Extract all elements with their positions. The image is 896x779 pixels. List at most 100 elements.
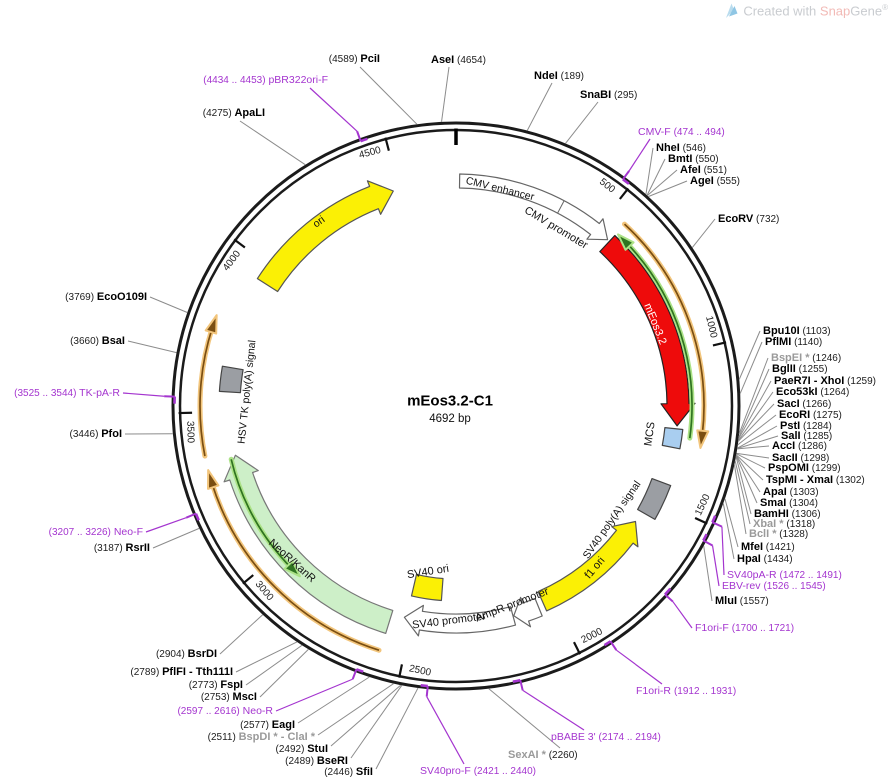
site-sfii: (2446) SfiI [324,766,373,778]
site-leader-line [733,464,747,535]
primer-hook [194,513,200,521]
site-eco53ki: Eco53kI (1264) [776,386,850,398]
site-hpai: HpaI (1434) [737,553,793,565]
site-leader-line [737,414,777,446]
site-smai: SmaI (1304) [760,497,818,509]
site-fspi: (2773) FspI [188,679,243,691]
site-leader-line [149,296,188,313]
primer-hook-stub [702,539,713,547]
primer-hook-stub [711,521,723,528]
plasmid-backbone-outer [171,121,741,691]
feature-band-ori [256,180,394,293]
site-snabi: SnaBI (295) [580,89,638,101]
primer-leader-line [309,87,358,132]
site-leader-line [350,685,403,759]
site-pfoi: (3446) PfoI [69,428,122,440]
tick-mark-4000 [233,238,246,249]
site-leader-line [245,644,303,686]
site-apai: ApaI (1303) [763,486,819,498]
site-leader-line [565,101,599,144]
primer-hook-stub [351,668,358,680]
primer-ebv-rev: EBV-rev (1526 .. 1545) [722,580,826,592]
site-leader-line [735,454,764,481]
primer-leader-line [275,678,353,712]
site-leader-line [737,391,774,441]
site-leader-line [219,614,263,655]
primer-neo-f: (3207 .. 3226) Neo-F [48,526,143,538]
feature-band-f1ori [537,520,639,612]
primer-leader-line [615,649,663,685]
site-leader-line [724,498,739,548]
site-leader-line [359,66,418,125]
site-bseri: (2489) BseRI [285,755,348,767]
feature-band-amprpro [513,596,543,628]
orf-arrowhead [696,429,710,449]
tick-label-3500: 3500 [184,420,196,444]
site-leader-line [735,455,758,504]
site-leader-line [646,158,666,196]
site-leader-line [239,120,306,166]
site-afei: AfeI (551) [680,164,727,176]
plasmid-size: 4692 bp [429,413,471,425]
feature-band-sv40pa [637,478,672,520]
feature-band-cmv [458,173,609,241]
watermark-text: Created with SnapGene® [743,3,888,19]
site-apali: (4275) ApaLI [202,107,265,119]
site-ecori: EcoRI (1275) [779,409,842,421]
site-saci: SacI (1266) [777,398,832,410]
primer-leader-line [628,138,651,172]
primer-hook-stub [356,130,362,142]
site-ecoo109i: (3769) EcoO109I [65,291,147,303]
primer-f1ori-r: F1ori-R (1912 .. 1931) [636,685,737,697]
site-rsrii: (3187) RsrII [93,542,150,554]
site-leader-line [734,460,751,525]
site-msci: (2753) MscI [200,691,257,703]
site-leader-line [739,341,763,394]
site-leader-line [735,455,761,493]
site-stui: (2492) StuI [275,743,328,755]
snapgene-logo-icon [726,3,738,18]
site-bamhi: BamHI (1306) [754,508,821,520]
feature-band-sv40ori [410,573,444,602]
site-ecorv: EcoRV (732) [718,213,780,225]
site-leader-line [259,648,309,698]
tick-mark-500 [618,187,630,200]
site-psti: PstI (1284) [780,420,832,432]
site-mfei: MfeI (1421) [741,541,795,553]
orf-arc [211,483,380,652]
site-pcii: (4589) PciI [328,53,380,65]
site-leader-line [737,435,779,449]
primer-sv40pa-r: SV40pA-R (1472 .. 1491) [727,569,842,581]
site-asei: AseI (4654) [431,54,486,66]
site-paer7i-xhoi: PaeR7I - XhoI (1259) [774,375,876,387]
primer-pbabe-3: pBABE 3' (2174 .. 2194) [551,731,661,743]
primer-hook-stub [425,685,429,697]
orf-arc [623,223,705,435]
orf-arc [230,459,292,569]
site-agei: AgeI (555) [690,175,740,187]
site-leader-line [722,503,735,560]
orf-arrowhead [617,233,635,251]
primer-hook [603,640,612,647]
site-leader-line [736,452,770,459]
primer-tk-pa-r: (3525 .. 3544) TK-pA-R [14,387,120,399]
primer-hook-stub [622,170,630,180]
feature-band-meos [599,234,696,427]
plasmid-name: mEos3.2-C1 [407,392,493,410]
primer-leader-line [721,526,725,576]
site-pflmi: PflMI (1140) [765,336,823,348]
site-bglii: BglII (1255) [772,363,828,375]
primer-hook-stub [185,512,197,519]
primer-hook [664,587,672,596]
site-leader-line [648,180,688,197]
site-bspei: BspEI * (1246) [771,352,842,364]
site-leader-line [488,688,561,749]
site-leader-line [737,425,778,449]
feature-band-mcs [661,427,684,450]
primer-hook-stub [609,640,618,651]
site-leader-line [127,340,177,354]
orf-arc [199,327,214,457]
site-leader-line [735,456,752,515]
primer-leader-line [122,392,165,397]
